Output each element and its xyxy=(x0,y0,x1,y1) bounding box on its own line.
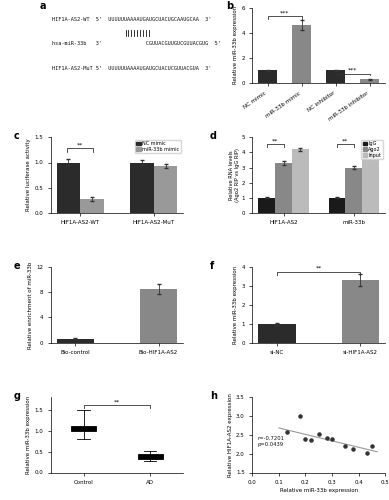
Text: **: ** xyxy=(342,138,349,143)
Bar xyxy=(57,338,94,342)
Text: ***: *** xyxy=(348,68,357,73)
Bar xyxy=(345,168,362,213)
Text: a: a xyxy=(40,2,46,12)
Bar xyxy=(360,79,379,83)
Point xyxy=(363,449,370,457)
Point xyxy=(329,436,335,444)
Legend: NC mimic, miR-33b mimic: NC mimic, miR-33b mimic xyxy=(135,140,181,153)
Y-axis label: Relative enrichment of miR-33b: Relative enrichment of miR-33b xyxy=(28,261,33,348)
Point xyxy=(308,436,314,444)
Legend: IgG, Ago2, Input: IgG, Ago2, Input xyxy=(361,140,383,159)
Bar xyxy=(275,163,292,213)
Y-axis label: Relative HIF1A-AS2 expression: Relative HIF1A-AS2 expression xyxy=(228,393,233,476)
Bar xyxy=(293,25,311,83)
Y-axis label: Relative RNA levels
(Ago2 RIP vs IgG RIP): Relative RNA levels (Ago2 RIP vs IgG RIP… xyxy=(229,148,240,202)
Point xyxy=(324,434,330,442)
PathPatch shape xyxy=(71,426,96,432)
Bar xyxy=(362,152,379,213)
Text: HIF1A-AS2-MuT 5'  UUUUUUAAAAUGAUGCUACUCGUUACGUA  3': HIF1A-AS2-MuT 5' UUUUUUAAAAUGAUGCUACUCGU… xyxy=(52,66,211,71)
Point xyxy=(297,412,303,420)
Bar xyxy=(329,198,345,213)
Point xyxy=(284,428,290,436)
Point xyxy=(342,442,349,450)
Point xyxy=(369,442,375,450)
Text: e: e xyxy=(13,261,20,271)
Text: HIF1A-AS2-WT  5'  UUUUUUAAAAUGAUGCUACUGCAAUGCAA  3': HIF1A-AS2-WT 5' UUUUUUAAAAUGAUGCUACUGCAA… xyxy=(52,16,211,21)
Bar xyxy=(130,162,154,213)
Point xyxy=(315,430,322,438)
Y-axis label: Relative luciferase activity: Relative luciferase activity xyxy=(26,138,32,212)
Y-axis label: Relative miR-33b expression: Relative miR-33b expression xyxy=(233,6,238,84)
Bar xyxy=(258,70,277,83)
Y-axis label: Relative miR-33b expression: Relative miR-33b expression xyxy=(26,396,32,474)
Bar xyxy=(154,166,177,213)
Text: ***: *** xyxy=(280,10,289,16)
Y-axis label: Relative miR-33b expression: Relative miR-33b expression xyxy=(233,266,238,344)
Text: **: ** xyxy=(272,138,279,143)
Text: r=-0.7201
p=0.0439: r=-0.7201 p=0.0439 xyxy=(258,436,285,447)
PathPatch shape xyxy=(138,454,163,459)
Text: hsa-miR-33b   3'              CGUUACGUUGUCGUUACGUG  5': hsa-miR-33b 3' CGUUACGUUGUCGUUACGUG 5' xyxy=(52,40,221,46)
Point xyxy=(350,445,356,453)
Text: f: f xyxy=(210,261,214,271)
Bar xyxy=(292,150,309,213)
Text: d: d xyxy=(210,132,217,141)
Text: h: h xyxy=(210,391,217,401)
Bar xyxy=(57,162,80,213)
Text: b: b xyxy=(226,2,233,12)
Bar xyxy=(140,289,177,343)
Text: g: g xyxy=(13,391,20,401)
Bar xyxy=(326,70,345,83)
Text: c: c xyxy=(13,132,19,141)
X-axis label: Relative miR-33b expression: Relative miR-33b expression xyxy=(280,488,358,493)
Bar xyxy=(258,324,296,342)
Text: **: ** xyxy=(114,400,120,404)
Bar xyxy=(258,198,275,213)
Point xyxy=(302,436,308,444)
Bar xyxy=(342,280,379,342)
Text: **: ** xyxy=(77,142,83,148)
Text: **: ** xyxy=(315,266,322,271)
Bar xyxy=(80,199,104,213)
